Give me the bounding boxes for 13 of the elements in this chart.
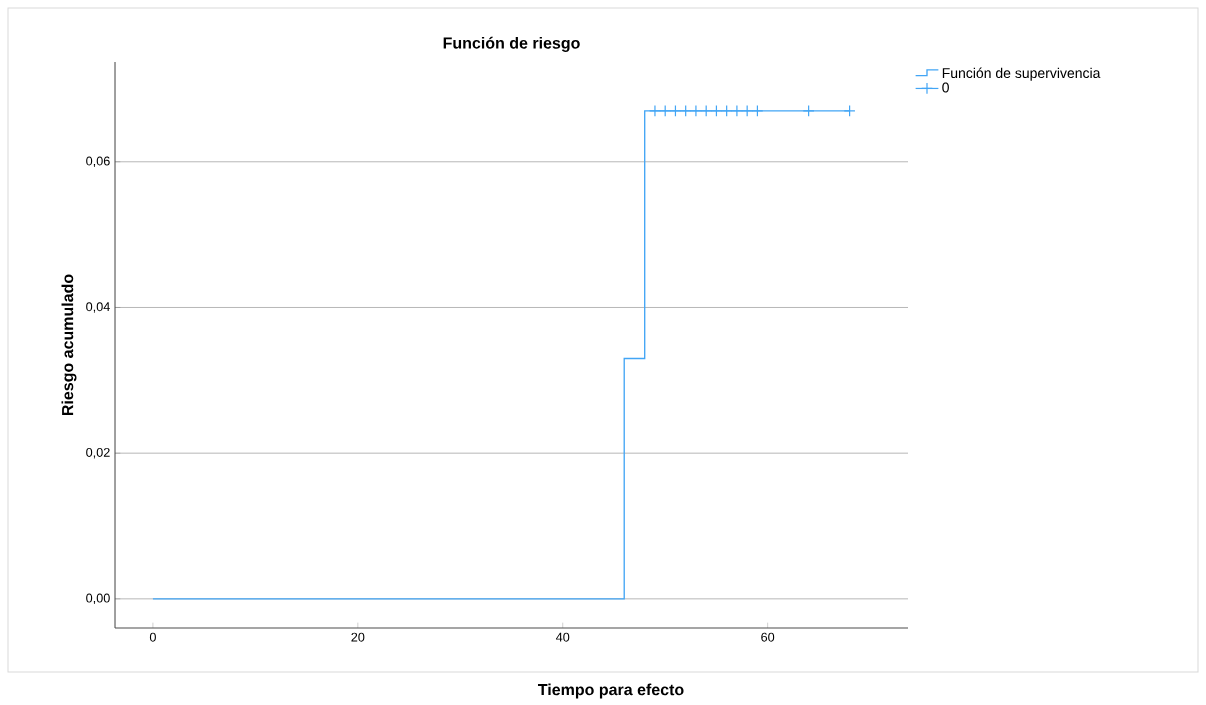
x-tick-label: 40 xyxy=(555,632,570,642)
x-tick-label: 0 xyxy=(149,632,156,642)
y-axis-title: Riesgo acumulado xyxy=(61,274,77,416)
y-tick-label: 0,06 xyxy=(86,156,110,168)
x-axis-title: Tiempo para efecto xyxy=(537,683,684,699)
x-tick-label: 20 xyxy=(351,632,365,642)
x-tick-label: 60 xyxy=(761,632,775,642)
chart-title: Función de riesgo xyxy=(443,36,580,52)
legend-label: Función de supervivencia xyxy=(942,67,1101,81)
y-tick-label: 0,02 xyxy=(86,447,110,459)
legend-label: 0 xyxy=(942,82,949,93)
y-tick-label: 0,04 xyxy=(86,302,110,313)
y-tick-label: 0,00 xyxy=(86,593,110,605)
